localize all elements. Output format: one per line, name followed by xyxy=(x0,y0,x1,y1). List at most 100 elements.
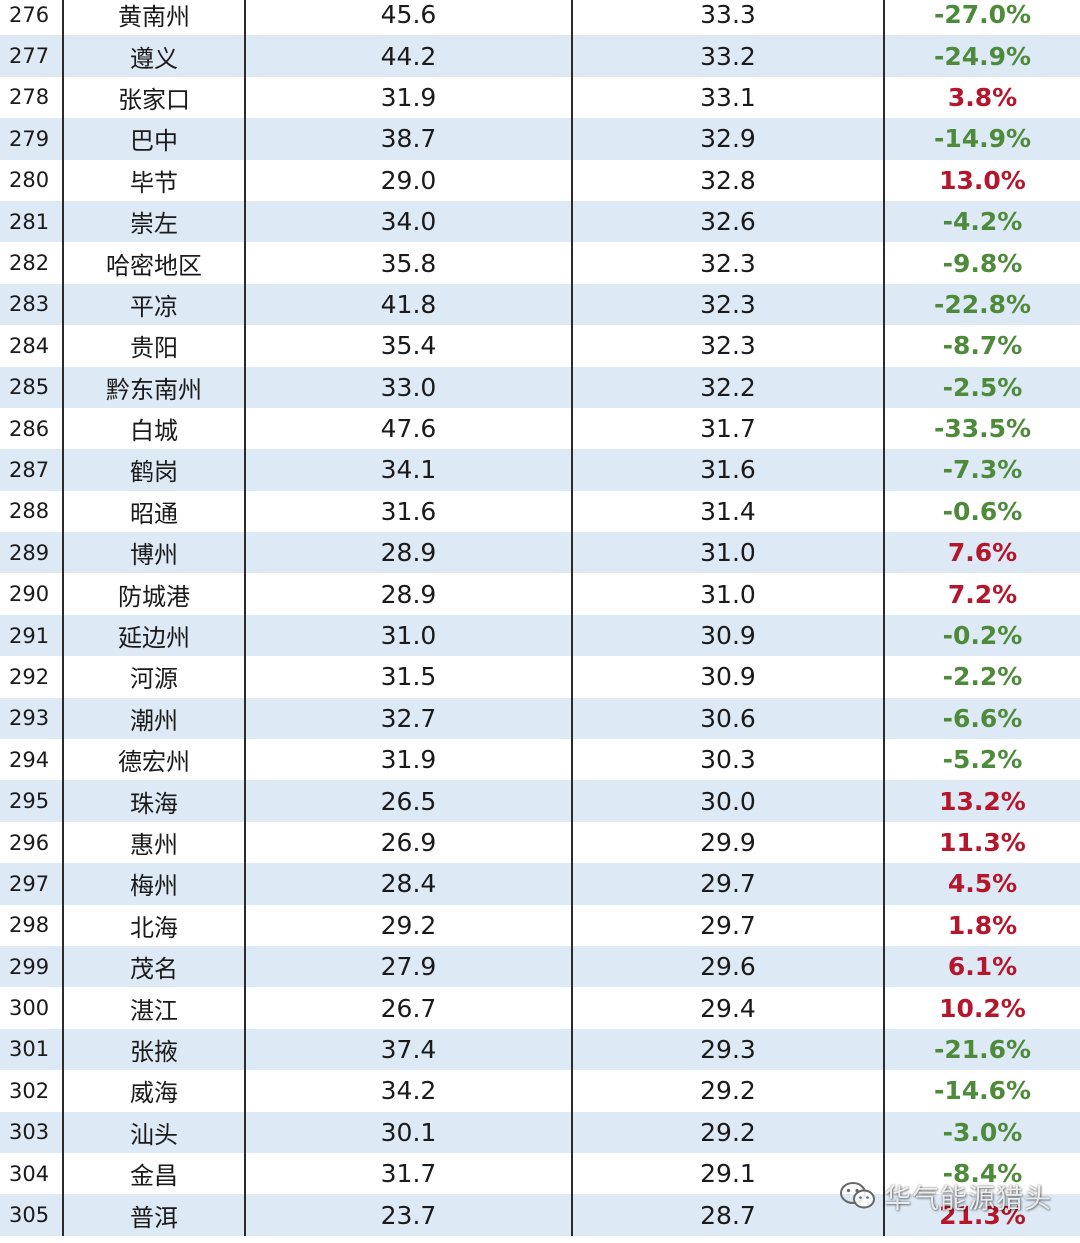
table-row: 292 河源 31.5 30.9 -2.2% xyxy=(0,656,1080,698)
change-cell: -0.6% xyxy=(884,490,1080,533)
rank-cell: 280 xyxy=(0,159,64,201)
rank-cell: 282 xyxy=(0,242,64,284)
value-curr-cell: 31.6 xyxy=(572,449,885,491)
value-curr-cell: 29.4 xyxy=(572,987,885,1029)
value-prev-cell: 26.9 xyxy=(245,821,573,864)
value-curr-cell: 28.7 xyxy=(572,1194,885,1236)
value-prev-cell: 33.0 xyxy=(245,366,573,408)
value-curr-cell: 32.9 xyxy=(572,118,885,160)
value-curr-cell: 31.4 xyxy=(572,490,885,533)
rank-cell: 297 xyxy=(0,863,64,905)
table-row: 279 巴中 38.7 32.9 -14.9% xyxy=(0,118,1080,160)
rank-cell: 299 xyxy=(0,945,64,988)
rank-cell: 302 xyxy=(0,1070,64,1112)
rank-cell: 298 xyxy=(0,904,64,946)
value-prev-cell: 28.9 xyxy=(245,532,573,574)
change-cell: -8.7% xyxy=(884,325,1080,367)
value-curr-cell: 32.3 xyxy=(572,283,885,326)
rank-cell: 291 xyxy=(0,614,64,657)
city-cell: 防城港 xyxy=(63,573,246,615)
value-curr-cell: 31.0 xyxy=(572,532,885,574)
table-row: 280 毕节 29.0 32.8 13.0% xyxy=(0,159,1080,201)
value-prev-cell: 35.8 xyxy=(245,242,573,284)
value-prev-cell: 44.2 xyxy=(245,35,573,77)
city-cell: 茂名 xyxy=(63,945,246,988)
city-cell: 北海 xyxy=(63,904,246,946)
table-row: 281 崇左 34.0 32.6 -4.2% xyxy=(0,200,1080,243)
value-curr-cell: 29.3 xyxy=(572,1028,885,1071)
value-prev-cell: 37.4 xyxy=(245,1028,573,1071)
city-cell: 潮州 xyxy=(63,697,246,740)
value-prev-cell: 34.2 xyxy=(245,1070,573,1112)
value-curr-cell: 29.6 xyxy=(572,945,885,988)
value-prev-cell: 28.4 xyxy=(245,863,573,905)
city-cell: 巴中 xyxy=(63,118,246,160)
table-row: 304 金昌 31.7 29.1 -8.4% xyxy=(0,1152,1080,1195)
city-cell: 梅州 xyxy=(63,863,246,905)
table-row: 284 贵阳 35.4 32.3 -8.7% xyxy=(0,325,1080,367)
change-cell: 7.2% xyxy=(884,573,1080,615)
value-curr-cell: 33.3 xyxy=(572,0,885,36)
change-cell: -22.8% xyxy=(884,283,1080,326)
value-prev-cell: 23.7 xyxy=(245,1194,573,1236)
city-cell: 河源 xyxy=(63,656,246,698)
table-row: 283 平凉 41.8 32.3 -22.8% xyxy=(0,283,1080,326)
city-cell: 德宏州 xyxy=(63,739,246,781)
value-prev-cell: 29.2 xyxy=(245,904,573,946)
change-cell: 3.8% xyxy=(884,76,1080,119)
rank-cell: 283 xyxy=(0,283,64,326)
change-cell: 21.3% xyxy=(884,1194,1080,1236)
change-cell: -7.3% xyxy=(884,449,1080,491)
city-cell: 博州 xyxy=(63,532,246,574)
table-row: 305 普洱 23.7 28.7 21.3% xyxy=(0,1194,1080,1236)
value-curr-cell: 30.6 xyxy=(572,697,885,740)
rank-cell: 305 xyxy=(0,1194,64,1236)
table-row: 285 黔东南州 33.0 32.2 -2.5% xyxy=(0,366,1080,408)
change-cell: -33.5% xyxy=(884,407,1080,450)
value-prev-cell: 31.7 xyxy=(245,1152,573,1195)
value-prev-cell: 31.5 xyxy=(245,656,573,698)
table-row: 282 哈密地区 35.8 32.3 -9.8% xyxy=(0,242,1080,284)
table-row: 301 张掖 37.4 29.3 -21.6% xyxy=(0,1028,1080,1071)
rank-cell: 295 xyxy=(0,780,64,822)
value-prev-cell: 34.1 xyxy=(245,449,573,491)
change-cell: 1.8% xyxy=(884,904,1080,946)
rank-cell: 279 xyxy=(0,118,64,160)
value-prev-cell: 31.6 xyxy=(245,490,573,533)
rank-cell: 278 xyxy=(0,76,64,119)
rank-cell: 286 xyxy=(0,407,64,450)
change-cell: -2.2% xyxy=(884,656,1080,698)
value-curr-cell: 29.2 xyxy=(572,1111,885,1153)
value-prev-cell: 45.6 xyxy=(245,0,573,36)
value-curr-cell: 32.8 xyxy=(572,159,885,201)
value-prev-cell: 34.0 xyxy=(245,200,573,243)
city-cell: 黄南州 xyxy=(63,0,246,36)
city-cell: 湛江 xyxy=(63,987,246,1029)
change-cell: 11.3% xyxy=(884,821,1080,864)
value-curr-cell: 29.7 xyxy=(572,904,885,946)
rank-cell: 292 xyxy=(0,656,64,698)
change-cell: 13.2% xyxy=(884,780,1080,822)
rank-cell: 304 xyxy=(0,1152,64,1195)
city-cell: 遵义 xyxy=(63,35,246,77)
table-row: 293 潮州 32.7 30.6 -6.6% xyxy=(0,697,1080,740)
value-curr-cell: 30.9 xyxy=(572,614,885,657)
city-cell: 张掖 xyxy=(63,1028,246,1071)
change-cell: -3.0% xyxy=(884,1111,1080,1153)
value-prev-cell: 26.5 xyxy=(245,780,573,822)
value-curr-cell: 29.2 xyxy=(572,1070,885,1112)
value-prev-cell: 28.9 xyxy=(245,573,573,615)
city-cell: 毕节 xyxy=(63,159,246,201)
rank-cell: 276 xyxy=(0,0,64,36)
rank-cell: 290 xyxy=(0,573,64,615)
table-row: 286 白城 47.6 31.7 -33.5% xyxy=(0,407,1080,450)
value-curr-cell: 32.3 xyxy=(572,325,885,367)
value-curr-cell: 32.2 xyxy=(572,366,885,408)
change-cell: 7.6% xyxy=(884,532,1080,574)
value-prev-cell: 47.6 xyxy=(245,407,573,450)
change-cell: -4.2% xyxy=(884,200,1080,243)
rank-cell: 300 xyxy=(0,987,64,1029)
value-curr-cell: 29.7 xyxy=(572,863,885,905)
